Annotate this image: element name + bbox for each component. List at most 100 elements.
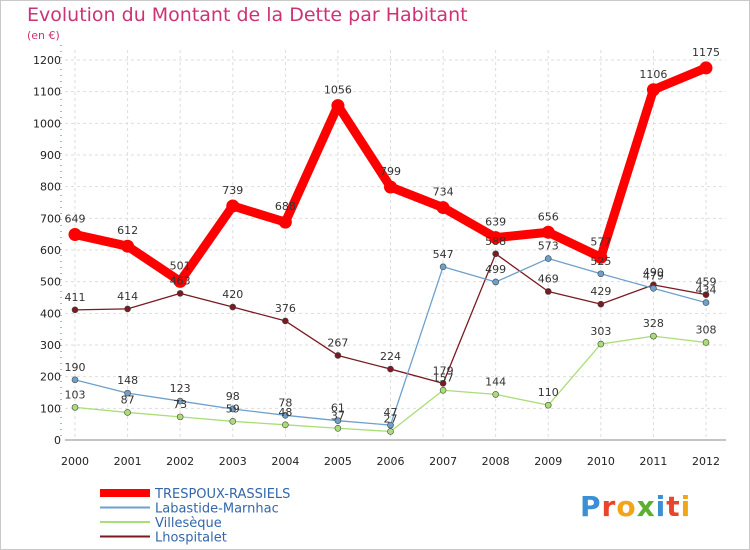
- y-tick-label: 100: [40, 402, 61, 415]
- data-point: [597, 340, 605, 348]
- data-label: 267: [327, 336, 348, 349]
- data-point: [650, 285, 657, 292]
- data-label: 376: [275, 302, 296, 315]
- data-label: 799: [380, 165, 401, 178]
- data-label: 308: [696, 323, 717, 336]
- data-point: [229, 405, 237, 413]
- data-label: 411: [65, 291, 86, 304]
- data-point: [387, 421, 394, 429]
- data-label: 1106: [639, 68, 667, 81]
- legend-label: TRESPOUX-RASSIELS: [154, 487, 290, 502]
- data-point: [71, 404, 79, 411]
- data-label: 303: [590, 325, 611, 338]
- data-label: 1056: [324, 84, 352, 97]
- x-tick-label: 2002: [166, 455, 194, 468]
- data-label: 224: [380, 350, 401, 363]
- data-label: 656: [538, 210, 559, 223]
- data-label: 547: [433, 248, 454, 261]
- data-point: [597, 270, 605, 278]
- x-tick-label: 2005: [324, 455, 352, 468]
- data-point: [439, 380, 447, 387]
- data-point: [226, 199, 240, 213]
- grid-lines: [65, 50, 726, 441]
- data-label: 87: [121, 393, 135, 406]
- data-label: 469: [538, 272, 559, 285]
- data-label: 73: [173, 398, 187, 411]
- data-label: 37: [331, 409, 345, 422]
- x-tick-label: 2009: [534, 455, 562, 468]
- data-label: 179: [433, 364, 454, 377]
- data-label: 479: [643, 269, 664, 282]
- data-point: [492, 250, 499, 258]
- data-point: [702, 291, 710, 298]
- data-point: [384, 180, 397, 194]
- data-label: 61: [331, 402, 345, 415]
- data-point: [68, 227, 82, 241]
- data-point: [597, 300, 605, 308]
- data-label: 47: [384, 406, 398, 419]
- data-point: [544, 288, 552, 295]
- data-point: [544, 401, 552, 409]
- data-point: [124, 305, 131, 313]
- data-label: 525: [590, 255, 611, 268]
- data-label: 649: [65, 212, 86, 225]
- chart-title: Evolution du Montant de la Dette par Hab…: [27, 4, 468, 26]
- data-point: [334, 417, 342, 424]
- legend-label: Labastide-Marnhac: [155, 502, 279, 517]
- data-label: 27: [384, 412, 398, 425]
- axes: 0 100 200 300 400 500 600 700 800 900 1000 1100 1200…: [33, 45, 726, 468]
- data-label: 499: [485, 263, 506, 276]
- data-point: [71, 376, 79, 384]
- x-tick-label: 2008: [482, 455, 510, 468]
- y-tick-label: 1200: [33, 54, 61, 67]
- x-tick-label: 2001: [114, 455, 142, 468]
- data-point: [492, 278, 499, 286]
- y-tick-label: 900: [40, 149, 61, 162]
- data-point: [439, 263, 447, 271]
- legend-label: Villesèque: [155, 516, 222, 531]
- data-label: 328: [643, 317, 664, 330]
- data-label: 501: [170, 259, 191, 272]
- data-label: 588: [485, 235, 506, 248]
- y-tick-label: 0: [54, 434, 61, 447]
- data-point: [124, 409, 131, 416]
- data-label: 1175: [692, 46, 720, 59]
- data-label: 190: [65, 361, 86, 374]
- data-point: [702, 299, 710, 306]
- data-label: 612: [117, 224, 138, 237]
- data-label: 429: [590, 285, 611, 298]
- data-point: [439, 386, 447, 394]
- legend: TRESPOUX-RASSIELSLabastide-MarnhacVilles…: [100, 487, 290, 546]
- data-point: [334, 352, 342, 359]
- data-point: [699, 61, 713, 75]
- data-label: 78: [278, 396, 292, 409]
- data-point: [489, 231, 503, 245]
- data-point: [702, 339, 710, 346]
- data-label: 463: [170, 274, 191, 287]
- x-tick-label: 2000: [61, 455, 89, 468]
- x-tick-label: 2003: [219, 455, 247, 468]
- data-point: [436, 201, 450, 215]
- data-point: [229, 303, 237, 311]
- data-point: [541, 225, 555, 239]
- data-label: 490: [643, 266, 664, 279]
- data-label: 734: [433, 186, 454, 199]
- y-tick-label: 500: [40, 276, 61, 289]
- data-point: [71, 306, 79, 314]
- x-tick-label: 2011: [639, 455, 667, 468]
- data-point: [331, 99, 345, 113]
- data-label: 148: [117, 374, 138, 387]
- proxiti-logo: Proxiti: [580, 490, 692, 523]
- x-tick-label: 2007: [429, 455, 457, 468]
- data-point: [492, 391, 499, 398]
- data-label: 103: [65, 388, 86, 401]
- data-point: [176, 413, 184, 421]
- data-label: 123: [170, 382, 191, 395]
- data-label: 420: [222, 288, 243, 301]
- data-label: 59: [226, 402, 240, 415]
- data-label: 144: [485, 375, 506, 388]
- data-label: 688: [275, 200, 296, 213]
- data-label: 110: [538, 386, 559, 399]
- x-tick-label: 2010: [587, 455, 615, 468]
